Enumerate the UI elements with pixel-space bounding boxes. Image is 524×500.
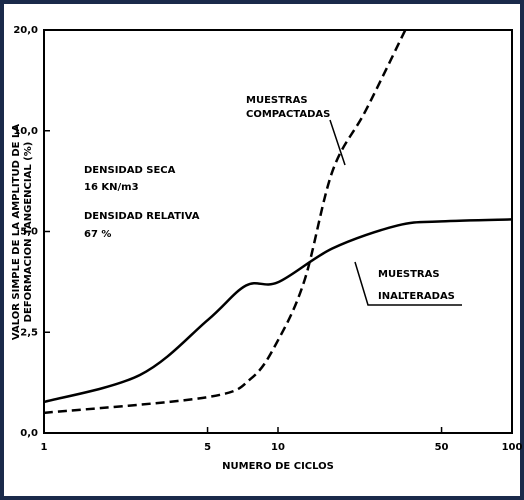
x-tick-label: 1 [41, 442, 48, 453]
y-tick-label: 10,0 [13, 126, 38, 137]
annotation: COMPACTADAS [246, 109, 330, 120]
annotation: INALTERADAS [378, 291, 455, 302]
y-tick-label: 2,5 [20, 327, 38, 338]
x-tick-label: 5 [204, 442, 211, 453]
series-line [44, 30, 407, 415]
annotation: DENSIDAD RELATIVA [84, 211, 200, 222]
annotation: MUESTRAS [246, 95, 308, 106]
y-axis-label: DEFORMACION TANGENCIAL (%) [23, 142, 34, 323]
x-tick-label: 100 [502, 442, 523, 453]
leader-line [354, 261, 462, 306]
annotation: 16 KN/m3 [84, 182, 139, 193]
series-line [44, 218, 512, 404]
annotation: 67 % [84, 229, 111, 240]
y-tick-label: 5,0 [20, 227, 38, 238]
plot-frame [43, 29, 513, 434]
y-axis-label: VALOR SIMPLE DE LA AMPLITUD DE LA [11, 124, 22, 340]
y-tick-label: 20,0 [13, 25, 38, 36]
y-tick-label: 0,0 [20, 428, 38, 439]
annotation: DENSIDAD SECA [84, 165, 176, 176]
x-tick-label: 50 [435, 442, 449, 453]
annotation: MUESTRAS [378, 269, 440, 280]
x-tick-label: 10 [271, 442, 285, 453]
leader-line [329, 119, 346, 166]
x-axis-label: NUMERO DE CICLOS [222, 461, 334, 472]
